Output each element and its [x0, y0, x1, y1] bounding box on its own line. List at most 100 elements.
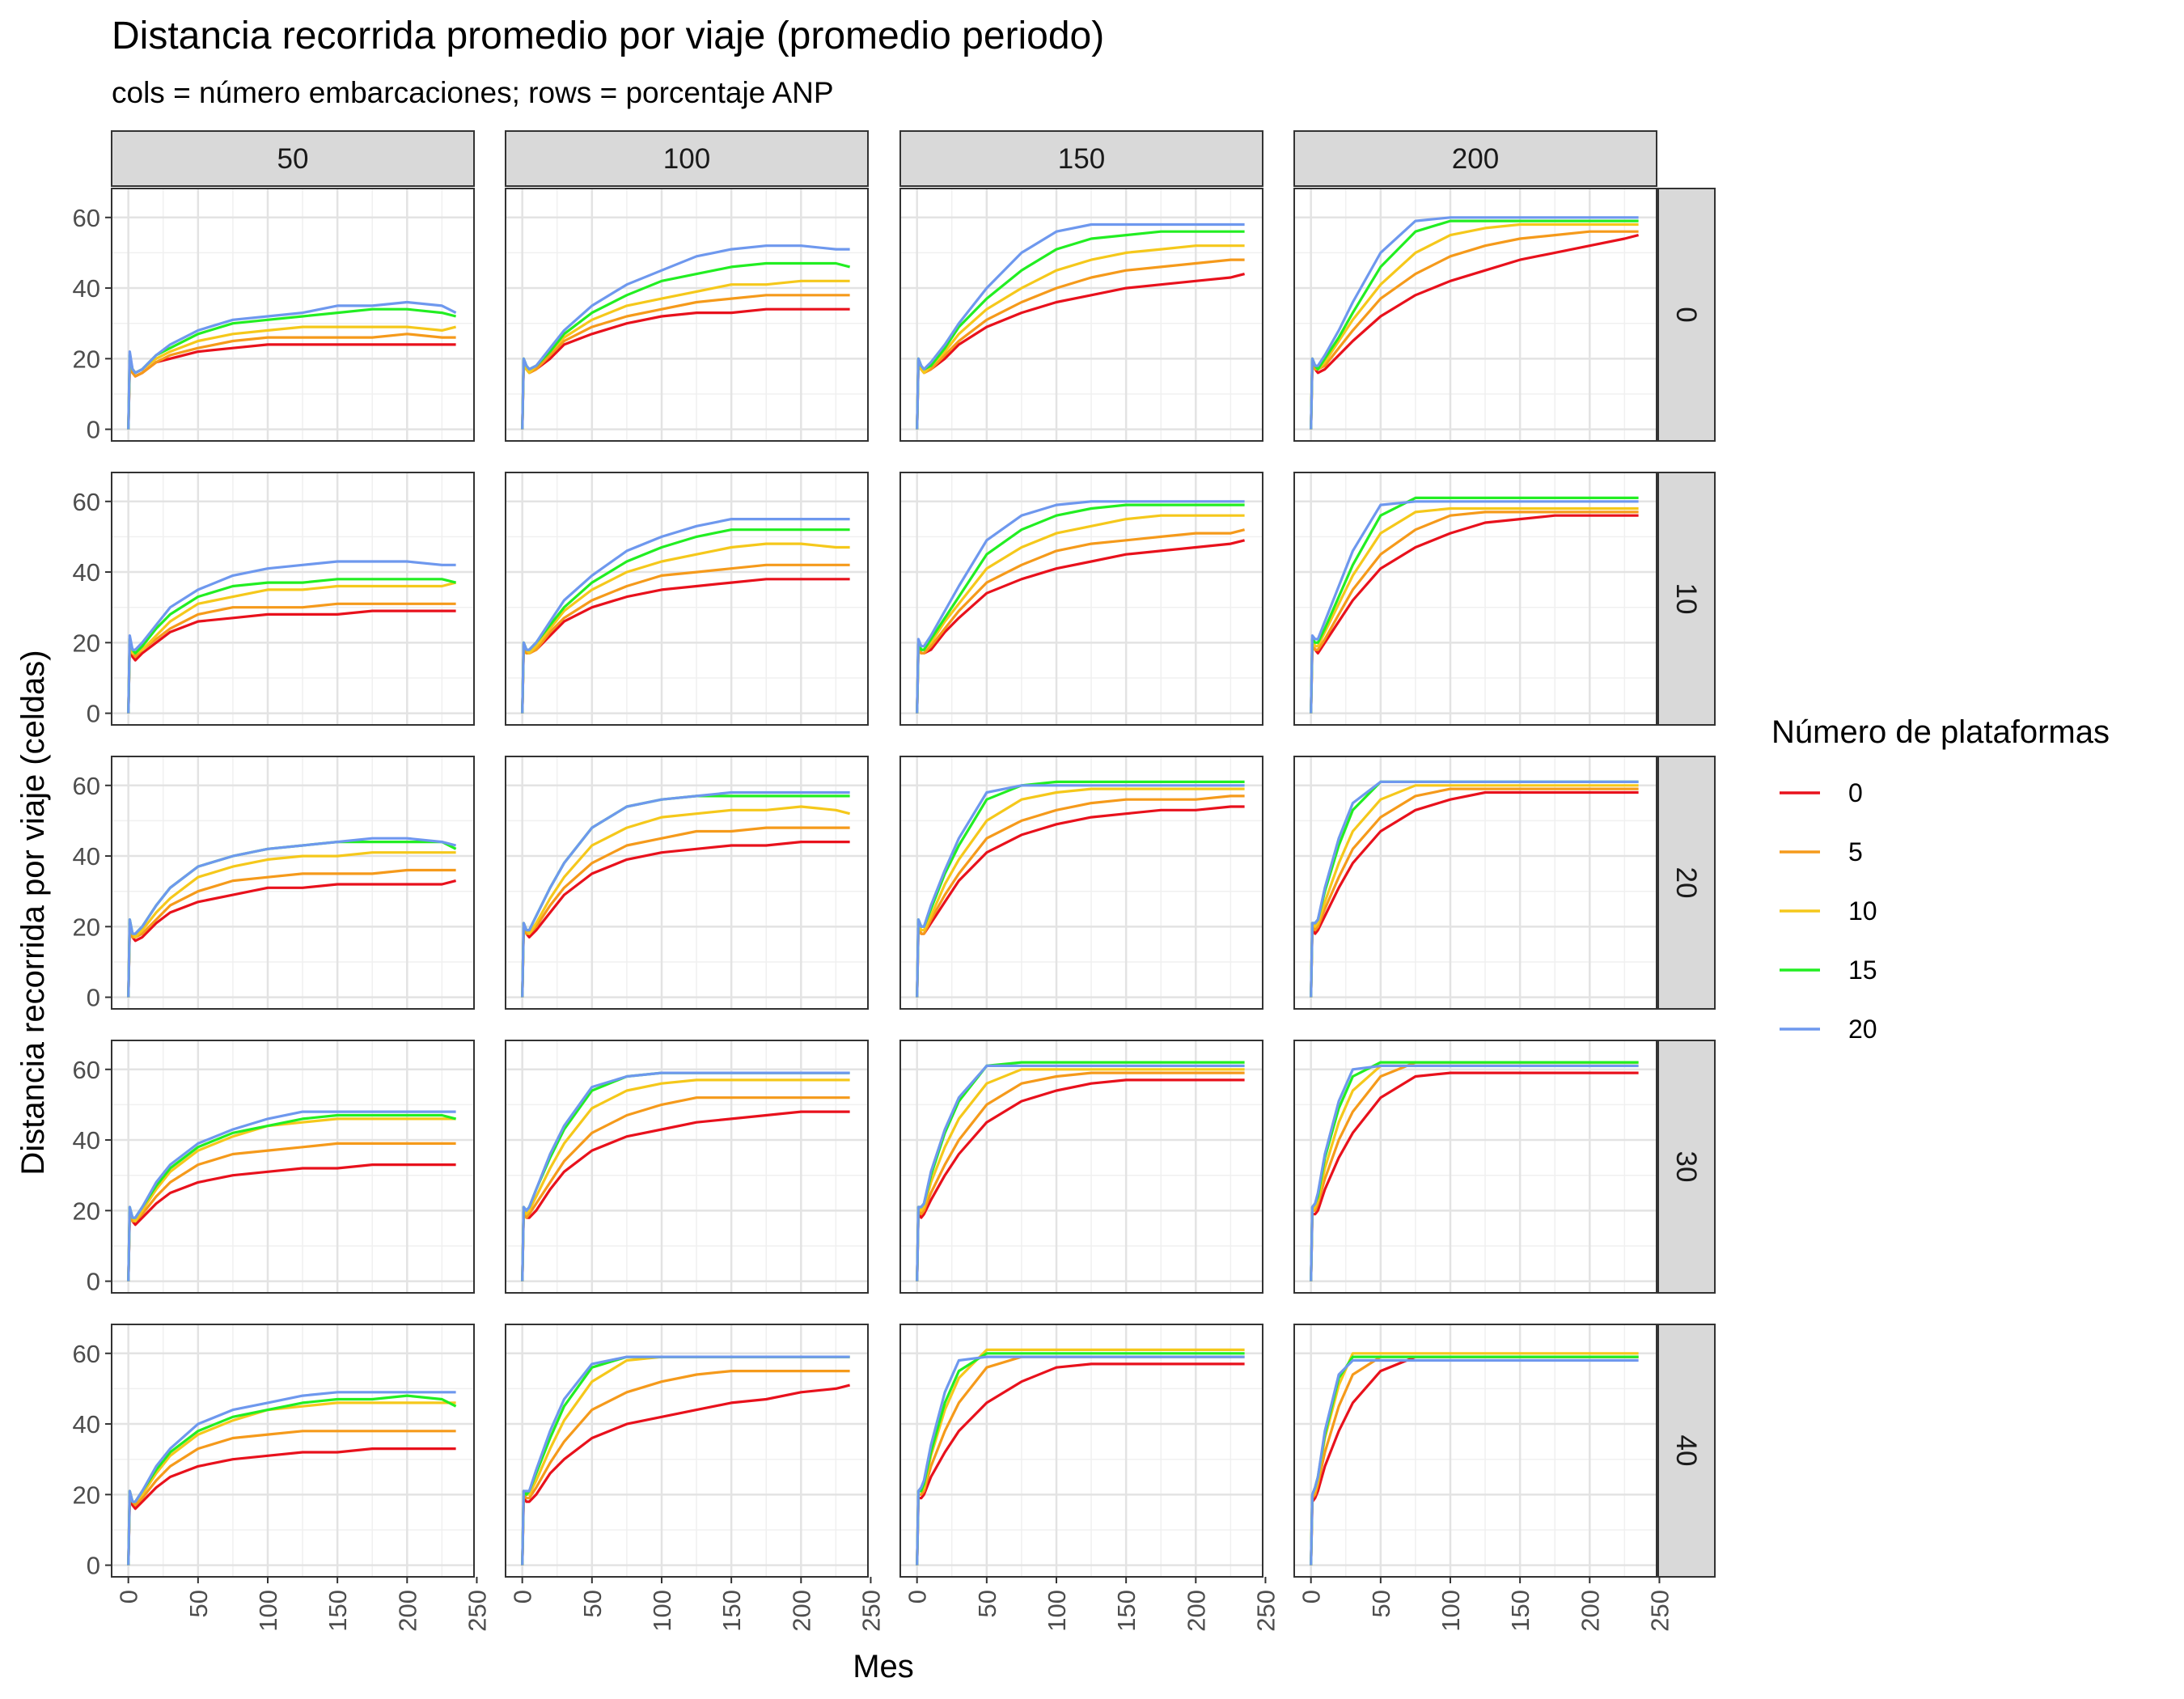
y-tick-label: 0	[87, 416, 100, 444]
y-tick-label: 60	[73, 772, 100, 800]
x-tick-label: 200	[1576, 1590, 1604, 1632]
y-tick-label: 20	[73, 345, 100, 373]
x-tick-label: 50	[1367, 1590, 1395, 1617]
series-line-10	[1310, 784, 1639, 998]
x-tick-label: 150	[1506, 1590, 1534, 1632]
col-strip-100: 100	[505, 130, 869, 187]
series-line-5	[521, 1369, 850, 1566]
series-line-20	[521, 1355, 850, 1566]
x-tick-label: 150	[324, 1590, 352, 1632]
x-tick-label: 0	[904, 1590, 932, 1604]
x-tick-label: 0	[509, 1590, 537, 1604]
series-line-10	[916, 787, 1245, 998]
legend-item-10: 10	[1780, 896, 1877, 926]
legend-label: 0	[1848, 778, 1863, 807]
x-tick-label: 100	[648, 1590, 676, 1632]
row-strip-0: 0	[1657, 188, 1716, 442]
col-strip-50: 50	[111, 130, 475, 187]
y-tick-label: 0	[87, 1552, 100, 1580]
y-tick-label: 20	[73, 913, 100, 941]
row-strip-10: 10	[1657, 472, 1716, 726]
row-strip-20: 20	[1657, 756, 1716, 1010]
panel-200-0	[1293, 188, 1657, 442]
col-strip-label: 200	[1452, 143, 1499, 175]
y-tick-label: 20	[73, 1197, 100, 1225]
row-strip-40: 40	[1657, 1324, 1716, 1578]
series-line-0	[916, 1362, 1245, 1566]
row-strip-label: 0	[1670, 307, 1702, 322]
panel-100-10	[505, 472, 869, 726]
panel-200-20	[1293, 756, 1657, 1010]
series-line-0	[521, 840, 850, 998]
panel-150-40: 0 50 100 150 200 250	[899, 1324, 1280, 1632]
legend-label: 5	[1848, 837, 1863, 866]
series-line-20	[1310, 216, 1639, 430]
row-strip-label: 40	[1670, 1435, 1702, 1467]
y-tick-label: 40	[73, 274, 100, 303]
series-line-15	[127, 578, 456, 714]
series-line-20	[1310, 1358, 1639, 1566]
series-line-5	[127, 333, 456, 430]
series-line-20	[1310, 500, 1639, 714]
series-line-0	[1310, 1071, 1639, 1282]
col-strip-200: 200	[1293, 130, 1657, 187]
col-strip-label: 150	[1058, 143, 1105, 175]
x-tick-label: 50	[578, 1590, 607, 1617]
chart-subtitle: cols = número embarcaciones; rows = porc…	[112, 76, 834, 109]
series-line-10	[521, 805, 850, 998]
panel-50-40: 0 20 40 60 0 50 100 150 200 250	[73, 1324, 491, 1632]
y-tick-label: 40	[73, 1126, 100, 1155]
series-line-20	[127, 837, 456, 998]
x-tick-label: 250	[1645, 1590, 1674, 1632]
y-tick-label: 40	[73, 842, 100, 871]
series-line-20	[521, 244, 850, 430]
series-line-20	[127, 560, 456, 714]
series-line-0	[127, 609, 456, 714]
series-line-20	[916, 1355, 1245, 1566]
y-tick-label: 60	[73, 488, 100, 516]
panel-150-0	[899, 188, 1263, 442]
series-line-5	[127, 602, 456, 714]
y-tick-label: 60	[73, 204, 100, 232]
series-line-15	[1310, 496, 1639, 714]
series-line-5	[916, 528, 1245, 714]
legend-item-15: 15	[1780, 955, 1877, 985]
series-line-10	[521, 1078, 850, 1282]
legend-item-0: 0	[1780, 778, 1863, 807]
y-tick-label: 60	[73, 1340, 100, 1368]
panel-150-20	[899, 756, 1263, 1010]
series-line-15	[916, 1352, 1245, 1566]
series-line-20	[916, 784, 1245, 998]
series-line-15	[1310, 219, 1639, 430]
series-line-10	[1310, 506, 1639, 714]
legend-title: Número de plataformas	[1771, 714, 2110, 750]
series-line-20	[521, 790, 850, 998]
panel-50-10: 0 20 40 60	[73, 472, 475, 728]
series-line-5	[916, 1071, 1245, 1282]
series-line-5	[127, 1430, 456, 1566]
x-tick-label: 0	[115, 1590, 143, 1604]
row-strip-label: 20	[1670, 867, 1702, 899]
x-tick-label: 100	[254, 1590, 282, 1632]
series-line-20	[916, 500, 1245, 714]
series-line-0	[127, 879, 456, 998]
panel-100-0	[505, 188, 869, 442]
x-tick-label: 100	[1043, 1590, 1071, 1632]
x-tick-label: 50	[184, 1590, 213, 1617]
series-line-0	[1310, 514, 1639, 714]
x-tick-label: 150	[717, 1590, 746, 1632]
y-tick-label: 20	[73, 629, 100, 657]
series-line-20	[1310, 780, 1639, 998]
x-tick-label: 50	[973, 1590, 1001, 1617]
y-tick-label: 0	[87, 1268, 100, 1296]
series-line-20	[127, 1391, 456, 1566]
series-line-5	[1310, 787, 1639, 998]
panel-200-40: 0 50 100 150 200 250	[1293, 1324, 1674, 1632]
col-strip-label: 100	[663, 143, 710, 175]
series-line-20	[521, 517, 850, 714]
legend-item-5: 5	[1780, 837, 1863, 866]
series-line-20	[916, 1064, 1245, 1282]
series-line-10	[916, 244, 1245, 430]
y-tick-label: 0	[87, 700, 100, 728]
